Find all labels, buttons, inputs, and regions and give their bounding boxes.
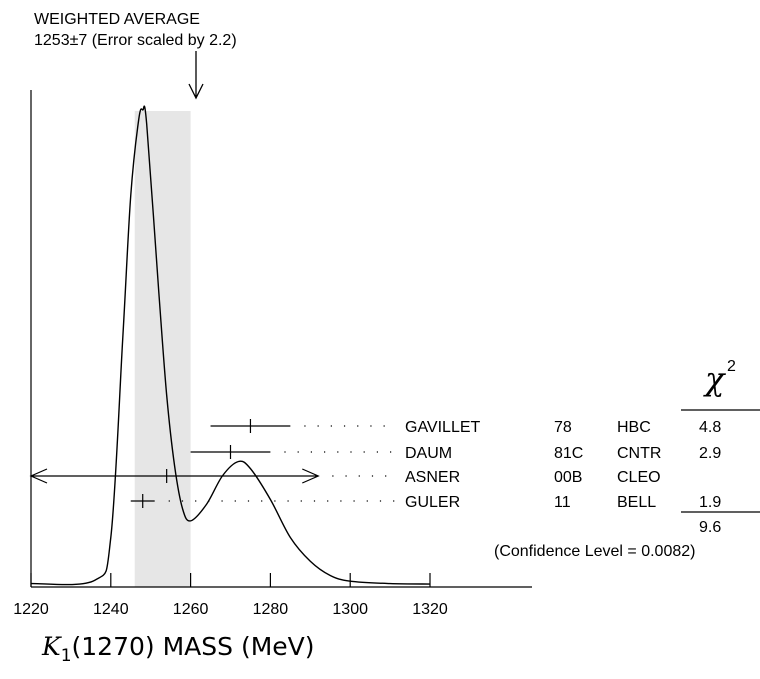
confidence-level: (Confidence Level = 0.0082) bbox=[494, 543, 695, 560]
x-axis: 1220 1240 1260 1280 1300 1320 bbox=[13, 90, 532, 618]
measurement-row: GAVILLET 78 HBC 4.8 bbox=[210, 419, 721, 436]
chi2-power: 2 bbox=[727, 358, 736, 375]
measurement-year: 78 bbox=[554, 419, 572, 436]
x-axis-label-symbol: K bbox=[42, 632, 61, 661]
measurement-technique: HBC bbox=[617, 419, 651, 436]
x-tick-label: 1240 bbox=[93, 601, 129, 618]
x-tick-label: 1260 bbox=[173, 601, 209, 618]
x-tick-label: 1280 bbox=[253, 601, 289, 618]
x-axis-label: K1(1270) MASS (MeV) bbox=[42, 632, 315, 666]
measurement-author: ASNER bbox=[405, 469, 460, 486]
measurement-chi2: 1.9 bbox=[699, 494, 721, 511]
measurement-technique: BELL bbox=[617, 494, 656, 511]
measurement-row: ASNER 00B CLEO bbox=[29, 468, 661, 486]
x-tick-label: 1320 bbox=[412, 601, 448, 618]
x-tick-label: 1220 bbox=[13, 601, 49, 618]
measurement-chi2: 4.8 bbox=[699, 419, 721, 436]
measurement-row: GULER 11 BELL 1.9 bbox=[130, 494, 721, 511]
measurement-technique: CLEO bbox=[617, 469, 661, 486]
measurement-year: 00B bbox=[554, 469, 582, 486]
measurement-technique: CNTR bbox=[617, 445, 661, 462]
chart-title: WEIGHTED AVERAGE bbox=[34, 11, 200, 28]
chi2-total: 9.6 bbox=[699, 519, 721, 536]
chi2-symbol: χ bbox=[703, 360, 726, 398]
x-tick-label: 1300 bbox=[332, 601, 368, 618]
measurement-year: 81C bbox=[554, 445, 583, 462]
measurement-error-arrow bbox=[29, 468, 320, 484]
measurement-year: 11 bbox=[554, 494, 571, 511]
x-axis-label-subscript: 1 bbox=[60, 646, 72, 666]
measurement-chi2: 2.9 bbox=[699, 445, 721, 462]
measurement-row: DAUM 81C CNTR 2.9 bbox=[190, 445, 721, 462]
ideogram-curve bbox=[30, 105, 431, 586]
measurement-author: GULER bbox=[405, 494, 460, 511]
measurements: GAVILLET 78 HBC 4.8 DAUM 81C CNTR 2.9 ASNER 00B CL… bbox=[29, 419, 721, 511]
measurement-author: DAUM bbox=[405, 445, 452, 462]
x-axis-label-text: (1270) MASS (MeV) bbox=[71, 632, 315, 661]
average-arrow bbox=[188, 51, 204, 100]
measurement-author: GAVILLET bbox=[405, 419, 481, 436]
chart-subtitle: 1253±7 (Error scaled by 2.2) bbox=[34, 32, 237, 49]
